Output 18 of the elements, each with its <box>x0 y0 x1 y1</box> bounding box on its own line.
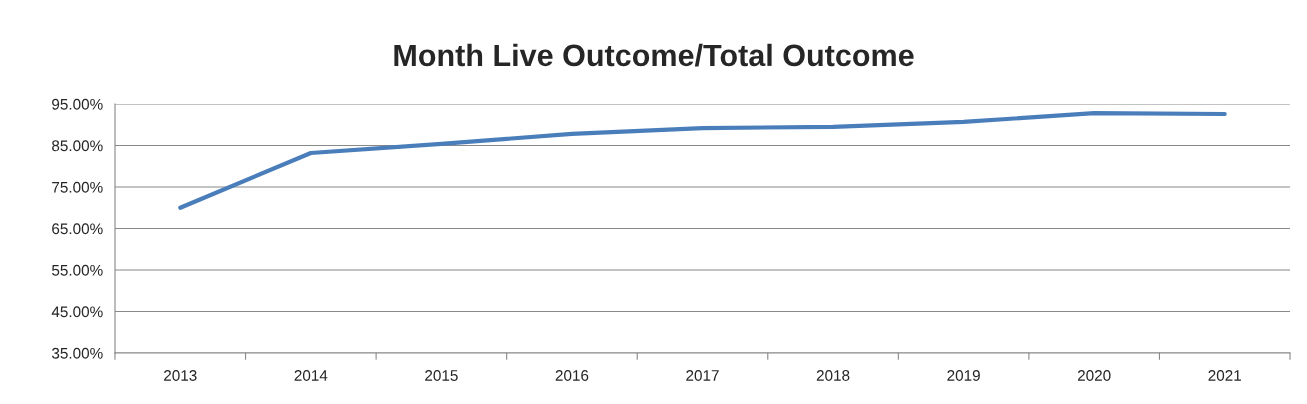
x-tick-label: 2019 <box>947 370 980 381</box>
line-series <box>178 111 1227 210</box>
chart-title: Month Live Outcome/Total Outcome <box>394 43 914 67</box>
x-tick-label: 2020 <box>1077 370 1111 381</box>
x-tick-label: 2015 <box>425 370 458 381</box>
y-tick-label: 65.00% <box>52 223 103 235</box>
y-tick-label: 75.00% <box>52 181 103 193</box>
y-tick-label: 45.00% <box>51 306 103 318</box>
y-tick-label: 95.00% <box>52 98 103 110</box>
y-tick-label: 85.00% <box>52 140 103 152</box>
x-tick-label: 2013 <box>164 370 197 381</box>
x-tick-label: 2014 <box>294 370 328 381</box>
x-tick-label: 2021 <box>1208 370 1241 381</box>
x-tick-label: 2016 <box>555 370 589 381</box>
x-tick-label: 2017 <box>686 370 719 381</box>
y-tick-label: 35.00% <box>51 347 103 359</box>
y-tick-label: 55.00% <box>51 264 103 276</box>
x-tick-label: 2018 <box>816 370 850 381</box>
